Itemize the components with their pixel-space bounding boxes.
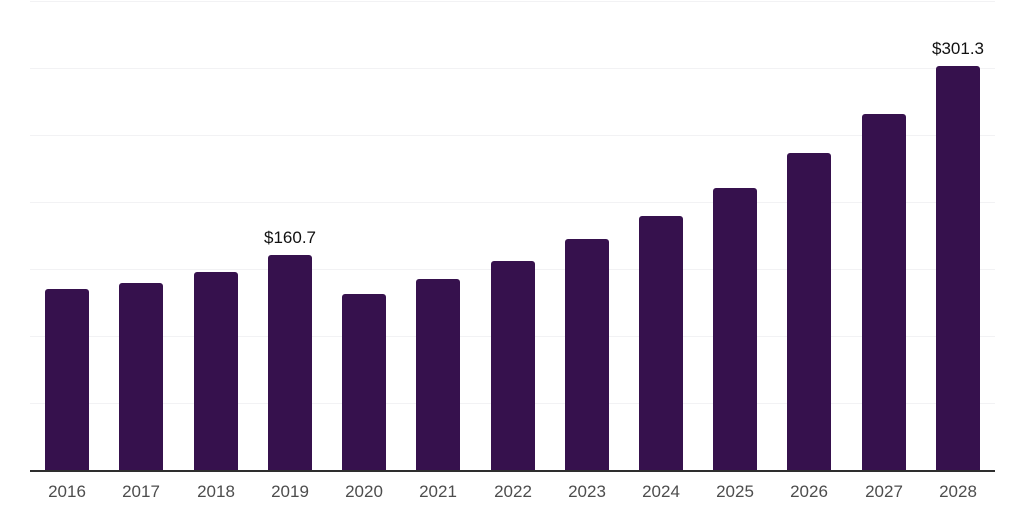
bar-value-label-2019: $160.7 <box>264 228 316 247</box>
bar-2021 <box>416 279 460 470</box>
bar-2026 <box>787 153 831 470</box>
x-tick-2018: 2018 <box>197 482 235 501</box>
bar-2016 <box>45 289 89 470</box>
bar-2020 <box>342 294 386 470</box>
x-tick-2023: 2023 <box>568 482 606 501</box>
x-tick-2026: 2026 <box>790 482 828 501</box>
bar-2024 <box>639 216 683 470</box>
x-tick-2017: 2017 <box>122 482 160 501</box>
x-tick-2025: 2025 <box>716 482 754 501</box>
x-tick-2021: 2021 <box>419 482 457 501</box>
gridline-350 <box>30 1 995 2</box>
bar-2025 <box>713 188 757 470</box>
bar-2018 <box>194 272 238 470</box>
bar-2019 <box>268 255 312 470</box>
x-tick-2019: 2019 <box>271 482 309 501</box>
x-tick-2016: 2016 <box>48 482 86 501</box>
x-tick-2020: 2020 <box>345 482 383 501</box>
bar-2023 <box>565 239 609 470</box>
bar-2028 <box>936 66 980 470</box>
gridline-200 <box>30 202 995 203</box>
gridline-300 <box>30 68 995 69</box>
x-tick-2024: 2024 <box>642 482 680 501</box>
x-tick-2022: 2022 <box>494 482 532 501</box>
bar-2027 <box>862 114 906 470</box>
gridline-250 <box>30 135 995 136</box>
bar-2017 <box>119 283 163 470</box>
x-tick-2028: 2028 <box>939 482 977 501</box>
x-tick-2027: 2027 <box>865 482 903 501</box>
bar-2022 <box>491 261 535 470</box>
plot-area: $160.7 $301.3 <box>30 1 995 472</box>
bar-value-label-2028: $301.3 <box>932 39 984 58</box>
x-axis: 2016 2017 2018 2019 2020 2021 2022 2023 2024 2025… <box>0 482 1024 506</box>
